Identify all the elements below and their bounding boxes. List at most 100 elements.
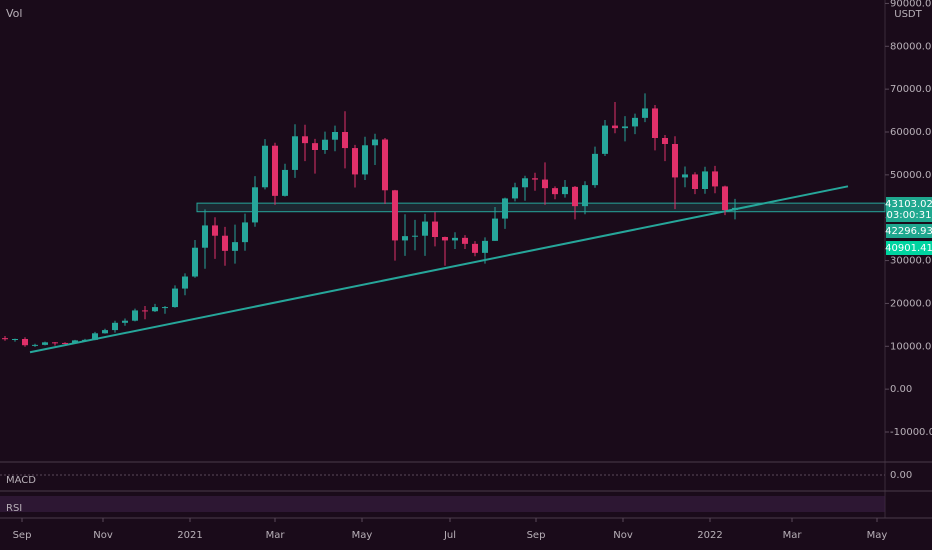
- candle-body: [402, 236, 408, 241]
- x-tick-label: 2021: [177, 530, 202, 541]
- candle-body: [372, 139, 378, 146]
- candle-body: [472, 243, 478, 253]
- candle-body: [542, 179, 548, 189]
- candle-body: [182, 276, 188, 289]
- candle-body: [202, 225, 208, 248]
- currency: USDT: [894, 9, 922, 20]
- candle-body: [122, 320, 128, 323]
- macd-tick: 0.00: [890, 470, 912, 481]
- candle-body: [332, 132, 338, 140]
- candle-body: [462, 237, 468, 244]
- candle-body: [102, 330, 108, 334]
- candle-body: [422, 221, 428, 236]
- candle-body: [612, 125, 618, 129]
- candle-body: [602, 125, 608, 154]
- x-tick-label: May: [867, 530, 888, 541]
- price-tag: 40901.41: [885, 243, 932, 254]
- candle-body: [432, 221, 438, 237]
- price-tag-bg: [886, 197, 932, 211]
- price-tag-bg: [886, 208, 932, 222]
- candle-body: [82, 339, 88, 341]
- candle-body: [42, 342, 48, 345]
- candle-body: [582, 185, 588, 207]
- candle-body: [592, 153, 598, 186]
- candle-body: [382, 139, 388, 191]
- candle-body: [532, 178, 538, 180]
- price-tag: 03:00:31: [887, 210, 932, 221]
- candle-body: [412, 235, 418, 237]
- y-tick-label: 60000.00: [890, 127, 932, 138]
- candle-body: [572, 186, 578, 207]
- candle-body: [502, 198, 508, 219]
- candle-body: [162, 307, 168, 309]
- price-tag: 42296.93: [885, 226, 932, 237]
- y-tick-label: 30000.00: [890, 256, 932, 267]
- candle-body: [672, 144, 678, 178]
- candle-body: [362, 145, 368, 175]
- candle-body: [2, 338, 8, 340]
- price-tag-bg: [886, 241, 932, 255]
- candle-body: [72, 340, 78, 344]
- candle-body: [12, 339, 18, 340]
- candle-body: [52, 342, 58, 344]
- candle-body: [562, 186, 568, 195]
- candle-body: [342, 132, 348, 149]
- trendline: [29, 185, 849, 354]
- candle-body: [302, 136, 308, 144]
- candle-body: [702, 171, 708, 189]
- candle-body: [62, 342, 68, 344]
- candle-body: [292, 136, 298, 170]
- macd-label: MACD: [6, 475, 36, 486]
- candle-body: [622, 126, 628, 129]
- candle-body: [272, 145, 278, 196]
- candle-body: [692, 174, 698, 189]
- candle-body: [212, 225, 218, 236]
- candle-body: [192, 247, 198, 277]
- candle-body: [442, 237, 448, 241]
- candle-body: [712, 171, 718, 187]
- candle-body: [232, 242, 238, 251]
- price-tag: 43103.02: [885, 199, 932, 210]
- x-tick-label: Sep: [527, 530, 546, 541]
- x-tick-label: Mar: [266, 530, 286, 541]
- candle-body: [522, 178, 528, 188]
- candle-body: [642, 108, 648, 118]
- y-tick-label: 70000.00: [890, 84, 932, 95]
- x-tick-label: Nov: [93, 530, 113, 541]
- candle-body: [312, 143, 318, 150]
- candle-body: [452, 237, 458, 241]
- candle-body: [662, 138, 668, 144]
- candle-body: [652, 108, 658, 138]
- candle-body: [152, 307, 158, 312]
- candle-body: [22, 339, 28, 346]
- candle-body: [352, 148, 358, 175]
- candle-body: [392, 190, 398, 241]
- candle-body: [242, 222, 248, 243]
- candle-body: [682, 174, 688, 178]
- y-tick-label: 80000.00: [890, 41, 932, 52]
- candle-body: [632, 117, 638, 127]
- rsi-band: [0, 496, 885, 512]
- candle-body: [92, 333, 98, 340]
- candle-body: [132, 310, 138, 321]
- candle-body: [552, 188, 558, 195]
- candle-body: [722, 186, 728, 210]
- candle-body: [252, 187, 258, 223]
- x-tick-label: Jul: [443, 530, 456, 541]
- y-tick-label: -10000.00: [890, 427, 932, 438]
- price-tag-bg: [886, 224, 932, 238]
- volume-label: Vol: [6, 7, 22, 20]
- x-tick-label: 2022: [697, 530, 722, 541]
- candle-body: [492, 218, 498, 241]
- x-tick-label: Nov: [613, 530, 633, 541]
- x-tick-label: May: [352, 530, 373, 541]
- candle-body: [262, 145, 268, 188]
- candle-body: [512, 187, 518, 199]
- candle-body: [112, 322, 118, 331]
- candle-body: [172, 288, 178, 308]
- x-tick-label: Mar: [783, 530, 803, 541]
- candle-body: [732, 207, 738, 210]
